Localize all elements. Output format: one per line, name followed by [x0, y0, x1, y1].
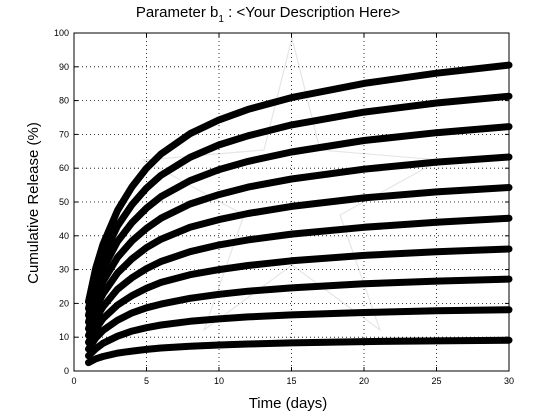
grid: [74, 33, 509, 371]
x-axis-label: Time (days): [249, 395, 328, 412]
y-tick-label: 30: [59, 265, 69, 275]
x-tick-label: 15: [286, 376, 296, 386]
x-tick-label: 25: [431, 376, 441, 386]
y-tick-label: 20: [59, 298, 69, 308]
watermark-star: [141, 37, 443, 332]
series-curves: [85, 61, 513, 367]
y-tick-label: 10: [59, 332, 69, 342]
y-tick-label: 60: [59, 163, 69, 173]
chart-title-suffix: : <Your Description Here>: [224, 4, 400, 21]
y-tick-label: 0: [64, 366, 69, 376]
series-line-3: [85, 275, 513, 353]
chart-title-prefix: Parameter b: [136, 4, 219, 21]
x-tick-label: 5: [144, 376, 149, 386]
series-line-9: [85, 92, 513, 312]
y-axis-label: Cumulative Release (%): [25, 122, 42, 284]
y-tick-label: 40: [59, 231, 69, 241]
y-tick-label: 70: [59, 129, 69, 139]
series-line-4: [85, 245, 513, 346]
series-line-6: [85, 184, 513, 333]
series-line-1: [85, 336, 513, 367]
series-line-5: [85, 214, 513, 339]
series-line-7: [85, 153, 513, 326]
x-tick-label: 20: [359, 376, 369, 386]
chart-title: Parameter b1 : <Your Description Here>: [136, 4, 401, 25]
y-tick-label: 50: [59, 197, 69, 207]
tick-labels: 0 5 10 15 20 25 30 0 10 20 30 40 50 60 70 80 90 100: [54, 28, 514, 386]
series-line-8: [85, 123, 513, 319]
y-tick-label: 80: [59, 96, 69, 106]
y-tick-label: 100: [54, 28, 69, 38]
chart-title-subscript: 1: [218, 14, 224, 25]
x-tick-label: 10: [214, 376, 224, 386]
x-tick-label: 30: [504, 376, 514, 386]
x-tick-label: 0: [71, 376, 76, 386]
series-line-2: [85, 306, 513, 360]
y-tick-label: 90: [59, 62, 69, 72]
series-line-10: [85, 61, 513, 306]
